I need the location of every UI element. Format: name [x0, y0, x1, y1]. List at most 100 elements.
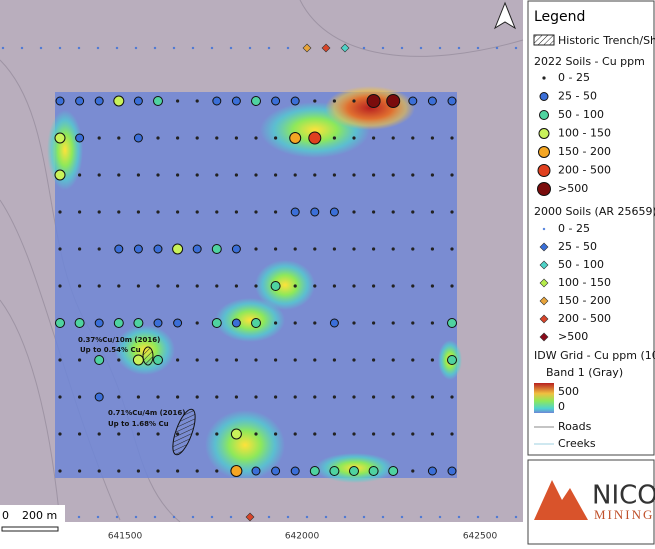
- sample-2022: [94, 355, 105, 365]
- sample-2022: [329, 207, 339, 217]
- trench: [172, 408, 196, 456]
- sample-2022: [195, 395, 199, 399]
- sample-2000: [324, 515, 328, 519]
- sample-2022: [313, 247, 317, 251]
- legend-symbol: [533, 34, 555, 46]
- sample-2022: [78, 469, 82, 473]
- sample-2022: [329, 318, 339, 328]
- sample-2000: [172, 515, 176, 519]
- legend-item: 25 - 50: [558, 90, 597, 103]
- sample-2022: [136, 432, 140, 436]
- sample-2022: [215, 173, 219, 177]
- sample-2022: [156, 469, 160, 473]
- sample-2022: [215, 432, 219, 436]
- legend-item: 50 - 100: [558, 108, 604, 121]
- sample-2022: [332, 395, 336, 399]
- legend-heading: IDW Grid - Cu ppm (100: [534, 349, 655, 362]
- sample-2022: [97, 432, 101, 436]
- sample-2000: [134, 515, 138, 519]
- legend-item: >500: [558, 182, 588, 195]
- sample-2000: [229, 515, 233, 519]
- sample-2022: [251, 318, 261, 328]
- legend-symbol: [538, 146, 550, 158]
- sample-2000: [419, 515, 423, 519]
- annotation: 0.37%Cu/10m (2016): [78, 336, 160, 344]
- sample-2022: [153, 355, 163, 365]
- sample-2022: [332, 136, 336, 140]
- sample-2022: [391, 432, 395, 436]
- annotation: Up to 0.54% Cu: [80, 346, 141, 354]
- sample-2000: [302, 43, 312, 53]
- sample-2022: [309, 466, 320, 476]
- sample-2022: [310, 207, 320, 217]
- sample-2022: [211, 318, 222, 328]
- legend-symbol: [539, 242, 549, 252]
- scale-bar: [1, 526, 59, 532]
- legend-symbol: [539, 92, 549, 101]
- sample-2000: [419, 46, 423, 50]
- legend-item: 200 - 500: [558, 312, 611, 325]
- sample-2022: [332, 247, 336, 251]
- sample-2000: [229, 46, 233, 50]
- trench: [142, 346, 154, 366]
- sample-2022: [329, 466, 340, 476]
- logo-sub: MINING: [594, 507, 654, 522]
- sample-2000: [210, 46, 214, 50]
- sample-2000: [58, 46, 62, 50]
- sample-2022: [78, 247, 82, 251]
- sample-2000: [457, 515, 461, 519]
- legend-symbol: [537, 164, 551, 177]
- sample-2022: [97, 284, 101, 288]
- sample-2022: [55, 318, 65, 328]
- sample-2022: [332, 358, 336, 362]
- sample-2000: [1, 46, 5, 50]
- sample-2022: [411, 469, 415, 473]
- sample-2022: [172, 243, 184, 255]
- sample-2022: [230, 428, 242, 440]
- annotation: 0.71%Cu/4m (2016): [108, 409, 185, 417]
- legend-symbol: [542, 227, 546, 231]
- sample-2022: [372, 173, 376, 177]
- sample-2000: [245, 512, 255, 522]
- legend-heading: 2000 Soils (AR 25659) -: [534, 205, 655, 218]
- legend-symbol: [538, 128, 550, 139]
- sample-2022: [274, 395, 278, 399]
- sample-2022: [290, 466, 300, 476]
- sample-2000: [210, 515, 214, 519]
- sample-2022: [430, 136, 434, 140]
- sample-2022: [430, 432, 434, 436]
- sample-2022: [372, 358, 376, 362]
- sample-2022: [430, 358, 434, 362]
- sample-2022: [430, 247, 434, 251]
- sample-2022: [156, 210, 160, 214]
- sample-2022: [117, 210, 121, 214]
- sample-2022: [97, 247, 101, 251]
- legend-item: 25 - 50: [558, 240, 597, 253]
- sample-2000: [400, 46, 404, 50]
- sample-2000: [305, 515, 309, 519]
- sample-2022: [352, 395, 356, 399]
- sample-2022: [215, 284, 219, 288]
- sample-2022: [195, 210, 199, 214]
- sample-2022: [313, 284, 317, 288]
- sample-2022: [195, 321, 199, 325]
- sample-2022: [251, 466, 261, 476]
- sample-2022: [113, 318, 124, 328]
- sample-2022: [97, 469, 101, 473]
- sample-2022: [156, 432, 160, 436]
- sample-2000: [286, 46, 290, 50]
- sample-2022: [176, 136, 180, 140]
- sample-2022: [271, 466, 281, 476]
- sample-2022: [211, 244, 222, 254]
- sample-2022: [254, 173, 258, 177]
- sample-2022: [430, 173, 434, 177]
- sample-2022: [133, 133, 143, 143]
- sample-2000: [400, 515, 404, 519]
- sample-2022: [97, 210, 101, 214]
- legend-panel: [527, 0, 655, 456]
- sample-2000: [77, 46, 81, 50]
- sample-2022: [290, 207, 300, 217]
- sample-2022: [55, 96, 65, 106]
- legend-item: 100 - 150: [558, 127, 611, 140]
- sample-2022: [270, 281, 281, 291]
